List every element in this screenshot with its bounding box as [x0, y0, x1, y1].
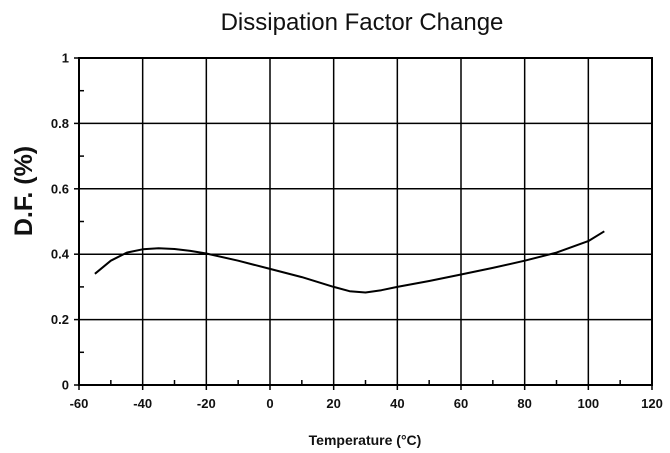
- x-tick-label: 20: [326, 396, 340, 411]
- x-tick-label: -20: [197, 396, 216, 411]
- plot-frame: [78, 57, 653, 386]
- x-tick-label: 80: [517, 396, 531, 411]
- x-tick-label: 40: [390, 396, 404, 411]
- y-axis-label: D.F. (%): [10, 146, 38, 236]
- series-line-1: [94, 230, 605, 294]
- y-ticks: 0 0.2 0.4 0.6 0.8 1: [51, 51, 79, 393]
- x-ticks: -60 -40 -20 0 20 40 60 80 100 120: [70, 385, 663, 411]
- y-tick-label: 0: [62, 378, 69, 393]
- x-tick-label: 0: [266, 396, 273, 411]
- x-tick-label: 120: [641, 396, 663, 411]
- y-tick-label: 0.4: [51, 247, 70, 262]
- grid: [79, 58, 652, 385]
- y-tick-label: 1: [62, 51, 69, 66]
- x-axis-label: Temperature (°C): [309, 432, 422, 448]
- x-tick-label: -60: [70, 396, 89, 411]
- series-layer: [94, 230, 605, 294]
- chart-title: Dissipation Factor Change: [221, 9, 504, 36]
- x-tick-label: 100: [577, 396, 599, 411]
- y-tick-label: 0.8: [51, 116, 69, 131]
- y-tick-label: 0.6: [51, 181, 69, 196]
- x-tick-label: 60: [454, 396, 468, 411]
- y-tick-label: 0.2: [51, 312, 69, 327]
- x-tick-label: -40: [133, 396, 152, 411]
- minor-ticks: [79, 89, 621, 385]
